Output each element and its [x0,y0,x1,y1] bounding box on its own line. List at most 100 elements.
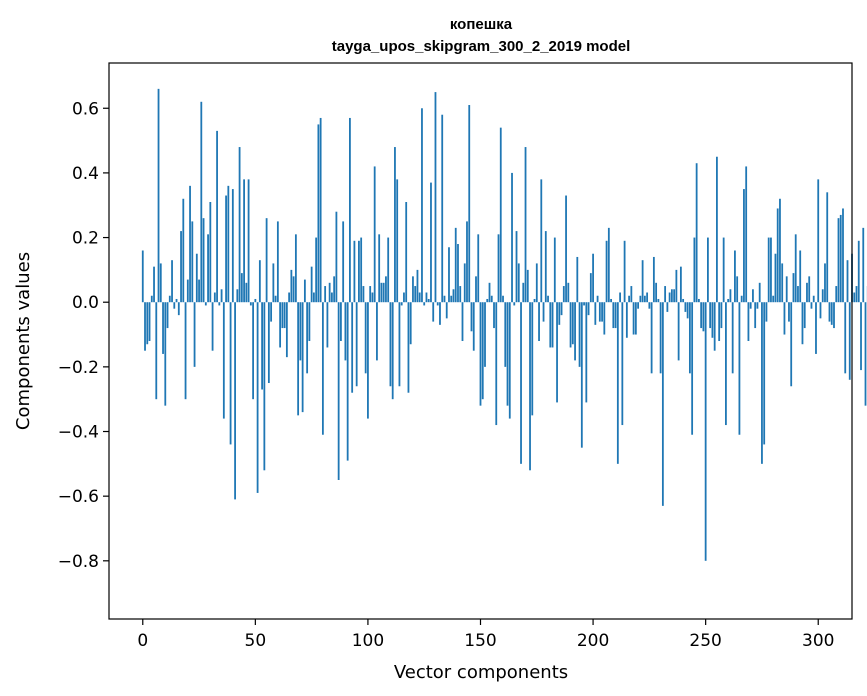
bar [245,282,248,303]
bar [783,302,786,335]
bar [362,286,365,303]
bar [459,286,462,303]
bar [211,302,214,351]
bar [677,302,680,361]
bar [213,292,216,303]
bar [560,302,563,316]
bar [436,302,439,306]
bar [756,302,759,309]
bar [319,117,322,303]
bar [400,302,403,306]
bar [267,302,270,384]
bar [297,302,300,416]
bar [686,302,689,319]
bar [830,302,833,325]
bar [443,295,446,303]
bar [758,282,761,303]
bar [774,253,777,303]
bar [484,302,486,367]
bar [171,260,173,303]
bar [308,302,311,341]
bar [612,302,615,329]
bar [472,302,475,351]
bar [310,266,313,303]
bar [276,221,279,303]
bar [481,302,484,400]
bar [283,302,286,329]
bar [648,302,651,309]
y-axis: −0.8 −0.6 −0.4 −0.2 0.0 0.2 0.4 0.6 [58,99,109,572]
bar [522,282,525,303]
x-tick-label: 300 [802,631,834,651]
bar [790,302,793,387]
bar [630,286,633,303]
x-tick-label: 150 [464,631,496,651]
bar [191,221,194,303]
bar [450,295,453,303]
bar [236,289,239,303]
bar [553,237,556,303]
bar [520,302,522,464]
bar [819,302,822,319]
bar [454,227,457,303]
bar [270,302,273,322]
bar [369,286,372,303]
bar [857,240,860,303]
bar [770,237,772,303]
bar [193,302,196,367]
bar [263,302,266,471]
bar [490,295,493,303]
bar [601,302,603,322]
x-tick-label: 200 [577,631,609,651]
bar [587,302,590,316]
bar [664,286,667,303]
bar [666,302,669,312]
bar [837,218,840,303]
bar [799,250,802,303]
bar [605,240,608,303]
bar [749,302,752,309]
bar [848,302,851,380]
bar [711,302,714,338]
bar [258,260,261,303]
bar [198,279,200,303]
bar [515,231,518,303]
bar [772,295,775,303]
bar [407,302,410,393]
chart-title: копешка [450,16,513,33]
bar [164,302,167,406]
bar [637,302,640,309]
bar [418,292,421,303]
bar [288,292,291,303]
bar [693,237,696,303]
bar [839,214,842,303]
y-axis-label: Components values [13,252,34,430]
bar [524,147,527,303]
bar [725,302,727,426]
bar [596,295,599,303]
bar [634,302,637,335]
bar [231,189,234,303]
bar [652,256,655,303]
bar [153,266,155,303]
bar [168,295,171,303]
bar [632,302,635,335]
bar [497,234,500,303]
bar [745,166,748,303]
bar [416,269,419,303]
bar [312,292,315,303]
bar [670,289,673,303]
bar [682,298,685,303]
bar [776,208,779,303]
bar [569,302,572,348]
bar [781,263,784,303]
bar [351,302,354,393]
bar [207,234,209,303]
bar [684,302,687,312]
bar [673,289,676,303]
bar [785,276,788,303]
bar [382,282,385,303]
bar [317,124,320,303]
bar [486,298,489,303]
bar [479,302,482,406]
